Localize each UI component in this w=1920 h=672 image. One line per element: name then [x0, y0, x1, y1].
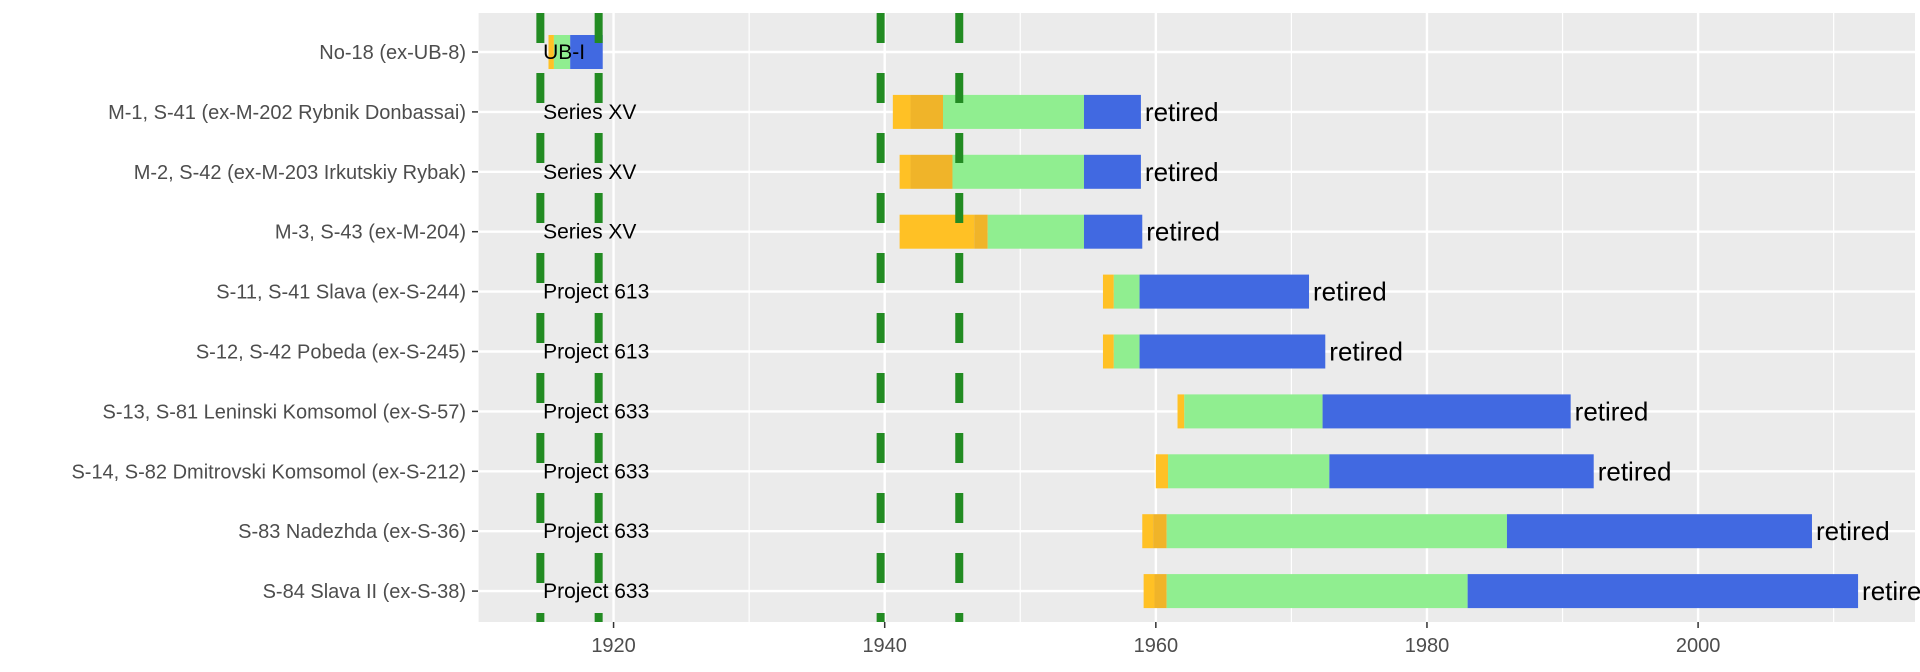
bar-segment-later_service — [1322, 394, 1571, 429]
status-label: retired — [1313, 277, 1387, 307]
y-tick-label: S-11, S-41 Slava (ex-S-244) — [216, 282, 466, 304]
status-label: retired — [1816, 516, 1890, 546]
bar-segment-launched — [1155, 454, 1169, 489]
bar-segment-laid_down — [910, 154, 953, 189]
class-label: Series XV — [543, 161, 636, 184]
bar-segment-ordered — [1143, 574, 1155, 609]
bar-segment-later_service — [1506, 514, 1812, 549]
bar-segment-in_service — [1168, 454, 1330, 489]
bar-segment-laid_down — [1154, 574, 1167, 609]
y-axis: No-18 (ex-UB-8) M-1, S-41 (ex-M-202 Rybni… — [71, 42, 478, 603]
status-label: retire — [1862, 576, 1920, 606]
y-tick-label: S-13, S-81 Leninski Komsomol (ex-S-57) — [103, 401, 466, 423]
x-axis: 1920 1940 1960 1980 2000 — [591, 622, 1720, 657]
class-labels: UB-I Series XV Series XV Series XV Project 6… — [543, 41, 649, 603]
x-tick-label: 2000 — [1676, 635, 1721, 657]
bar-segment-in_service — [1113, 274, 1140, 309]
bar-segment-ordered — [1142, 514, 1154, 549]
bar-segment-in_service — [1184, 394, 1323, 429]
y-tick-label: S-84 Slava II (ex-S-38) — [263, 581, 466, 603]
x-tick-label: 1920 — [591, 635, 636, 657]
status-labels: retired retired retired retired retired retir… — [1145, 97, 1920, 606]
bar-segment-in_service — [942, 94, 1084, 129]
class-label: Project 633 — [543, 520, 649, 543]
bar-segment-in_service — [1113, 334, 1140, 369]
status-label: retired — [1575, 396, 1649, 426]
bar-segment-later_service — [1083, 94, 1141, 129]
bar-segment-later_service — [1139, 334, 1326, 369]
status-label: retired — [1145, 97, 1219, 127]
bar-segment-launched — [1177, 394, 1185, 429]
bar-segment-laid_down — [910, 94, 943, 129]
class-label: Project 613 — [543, 281, 649, 304]
reference-lines — [536, 13, 964, 622]
bar-segment-later_service — [1083, 214, 1143, 249]
bar-segment-in_service — [987, 214, 1084, 249]
bar-segments — [548, 35, 1859, 609]
bar-segment-ordered — [892, 94, 911, 129]
class-label: Project 633 — [543, 400, 649, 423]
bar-segment-later_service — [1139, 274, 1310, 309]
y-tick-label: No-18 (ex-UB-8) — [319, 42, 466, 64]
x-tick-label: 1940 — [862, 635, 907, 657]
status-label: retired — [1598, 456, 1672, 486]
status-label: retired — [1145, 157, 1219, 187]
class-label: Project 633 — [543, 580, 649, 603]
bar-segment-in_service — [952, 154, 1084, 189]
bar-segment-ordered — [899, 154, 911, 189]
bar-segment-in_service — [553, 35, 571, 69]
bar-segment-in_service — [1166, 574, 1468, 609]
bar-segment-launched — [1102, 334, 1114, 369]
y-tick-label: S-14, S-82 Dmitrovski Komsomol (ex-S-212… — [71, 461, 466, 483]
bar-segment-later_service — [1467, 574, 1859, 609]
class-label: Series XV — [543, 101, 636, 124]
bar-segment-launched — [1102, 274, 1114, 309]
y-tick-label: M-1, S-41 (ex-M-202 Rybnik Donbassai) — [108, 102, 466, 124]
x-tick-label: 1960 — [1134, 635, 1179, 657]
class-label: Project 613 — [543, 341, 649, 364]
bar-segment-in_service — [1166, 514, 1507, 549]
status-label: retired — [1329, 337, 1403, 367]
class-label: Series XV — [543, 221, 636, 244]
status-label: retired — [1146, 217, 1220, 247]
y-tick-label: S-12, S-42 Pobeda (ex-S-245) — [196, 342, 466, 364]
class-label: UB-I — [543, 41, 585, 64]
class-label: Project 633 — [543, 460, 649, 483]
bar-segment-later_service — [1329, 454, 1594, 489]
bar-segment-laid_down — [974, 214, 988, 249]
y-tick-label: M-2, S-42 (ex-M-203 Irkutskiy Rybak) — [134, 162, 466, 184]
x-tick-label: 1980 — [1405, 635, 1450, 657]
y-tick-label: M-3, S-43 (ex-M-204) — [275, 222, 466, 244]
bar-segment-later_service — [1083, 154, 1141, 189]
bar-segment-laid_down — [1153, 514, 1167, 549]
bar-segment-launched — [548, 35, 554, 69]
y-tick-label: S-83 Nadezhda (ex-S-36) — [238, 521, 466, 543]
